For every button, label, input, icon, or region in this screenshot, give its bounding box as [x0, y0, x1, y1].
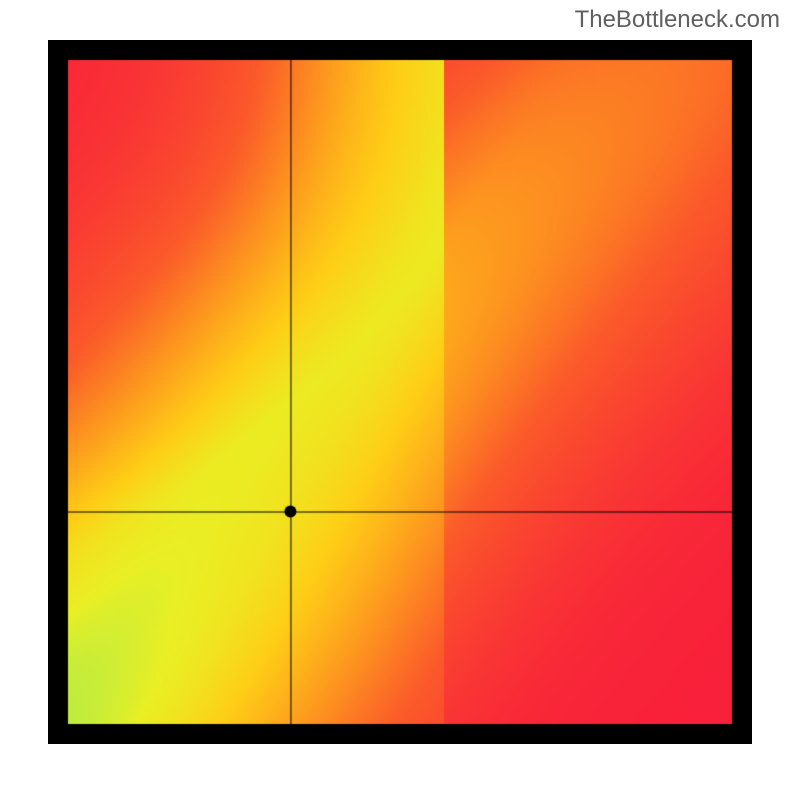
plot-area	[48, 40, 752, 744]
heatmap-canvas	[48, 40, 752, 744]
chart-container: TheBottleneck.com	[0, 0, 800, 800]
watermark-text: TheBottleneck.com	[575, 6, 780, 34]
